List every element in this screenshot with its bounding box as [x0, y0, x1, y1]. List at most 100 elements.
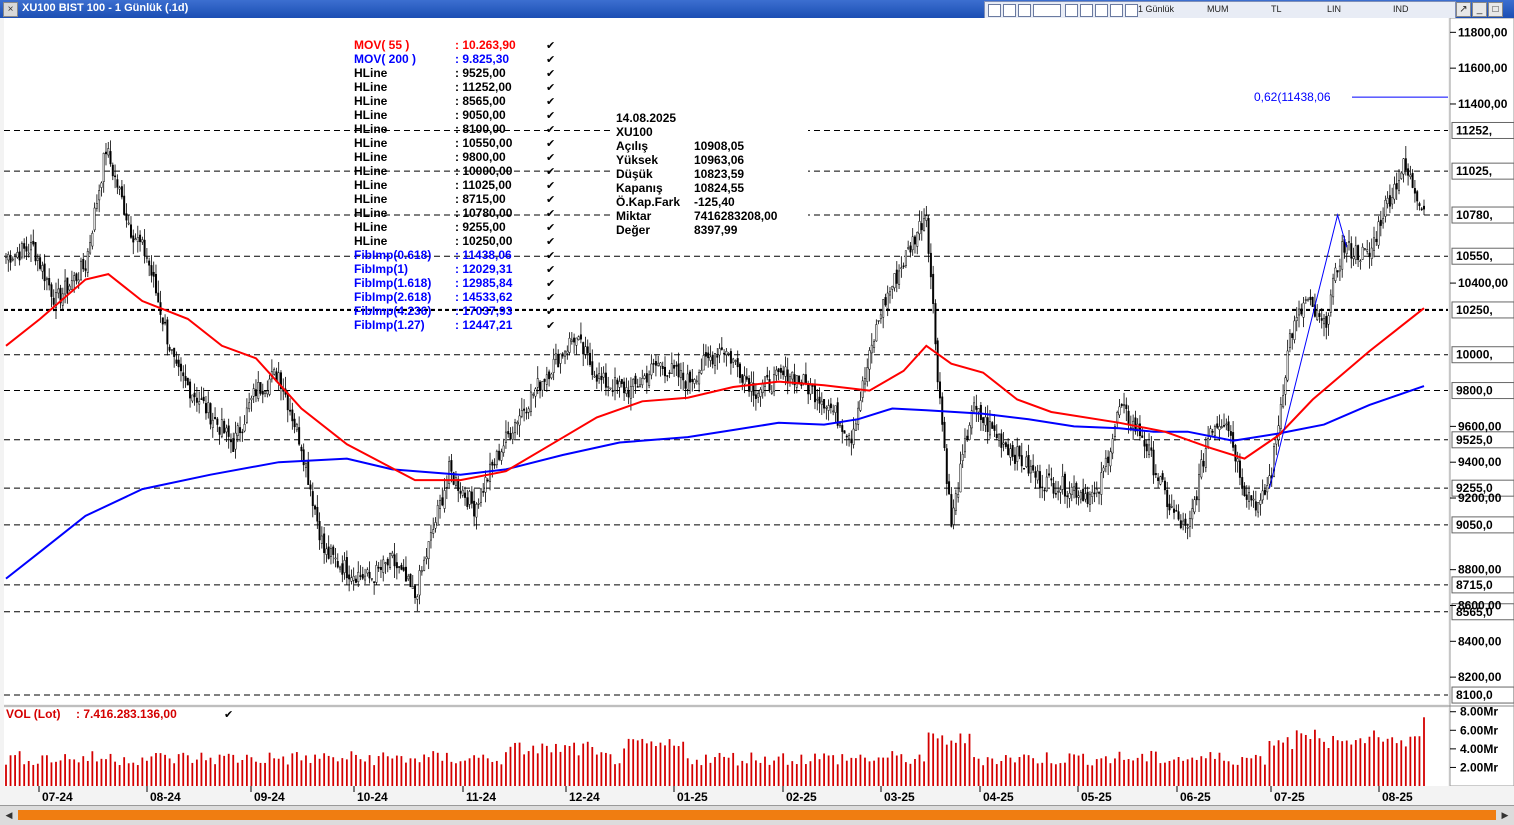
candle-body — [784, 366, 787, 377]
candle-body — [1200, 459, 1203, 478]
volume-bar — [91, 751, 94, 786]
volume-bar — [268, 752, 271, 786]
volume-bar — [1164, 762, 1166, 786]
volume-bar — [1373, 730, 1375, 786]
volume-bar — [1154, 751, 1157, 786]
chart-area[interactable]: 11252, 11025, 10780, 10550, 10250, 10000, 9800… — [0, 18, 1514, 824]
chart-type-selector[interactable]: MUM — [1207, 4, 1229, 14]
candle-body — [689, 371, 691, 383]
candle-body — [929, 252, 932, 278]
period-selector[interactable]: 1 Günlük — [1138, 4, 1175, 14]
volume-bar — [900, 754, 903, 786]
candle-body — [73, 275, 76, 282]
price-tick-label: 8200,00 — [1458, 670, 1502, 684]
scroll-right-icon[interactable]: ▶ — [1501, 810, 1509, 820]
candle-body — [739, 363, 741, 378]
candle-body — [950, 494, 953, 527]
scroll-left-icon[interactable]: ◀ — [5, 810, 13, 820]
candle-body — [127, 222, 130, 225]
candle-body — [500, 451, 503, 461]
candle-body — [1077, 495, 1080, 498]
horizontal-scrollbar[interactable]: ◀ ▶ — [0, 805, 1514, 825]
candle-body — [264, 391, 267, 394]
candle-body — [336, 561, 339, 568]
volume-bar — [777, 756, 780, 786]
candle-body — [1345, 245, 1348, 255]
candle-body — [1354, 245, 1357, 260]
volume-bar — [127, 763, 130, 786]
candle-body — [16, 252, 19, 258]
candle-body — [39, 257, 42, 269]
candle-body — [1263, 489, 1266, 495]
candle-body — [843, 430, 846, 434]
volume-bar — [1409, 736, 1412, 786]
candle-body — [898, 270, 901, 285]
volume-bar — [1236, 764, 1239, 786]
fill-icon[interactable] — [1110, 4, 1123, 17]
volume-bar — [727, 757, 730, 786]
indicator-selector[interactable]: IND — [1393, 4, 1409, 14]
calendar-icon[interactable] — [988, 4, 1001, 17]
candle-body — [1118, 406, 1121, 416]
candle-body — [1229, 431, 1232, 436]
candle-body — [1311, 297, 1314, 307]
volume-bar — [245, 754, 248, 786]
candle-body — [877, 320, 880, 322]
candle-body — [182, 372, 185, 377]
zoom-out-icon[interactable] — [1080, 4, 1093, 17]
pencil-icon[interactable] — [1095, 4, 1108, 17]
info-label: Ö.Kap.Fark — [616, 194, 680, 209]
volume-bar — [495, 760, 498, 786]
mov200-line — [5, 385, 1425, 580]
candle-body — [1366, 249, 1369, 252]
candle-body — [1368, 252, 1371, 258]
close-icon[interactable]: × — [3, 2, 18, 17]
candle-body — [704, 352, 707, 357]
candle-body — [948, 481, 951, 495]
candle-body — [525, 411, 528, 414]
minimize-icon[interactable]: _ — [1472, 2, 1487, 17]
candle-body — [457, 478, 460, 491]
candle-body — [91, 232, 94, 247]
volume-bar — [927, 732, 930, 786]
candle-body — [489, 463, 492, 482]
price-chart[interactable]: 11252, 11025, 10780, 10550, 10250, 10000, 9800… — [0, 18, 1514, 805]
volume-bar — [1227, 761, 1230, 786]
volume-bar — [1277, 740, 1280, 786]
volume-bar — [418, 762, 421, 786]
candle-body — [418, 570, 421, 596]
pin-icon[interactable]: ↗ — [1456, 2, 1471, 17]
candle-body — [384, 562, 387, 564]
print-icon[interactable] — [1125, 4, 1138, 17]
hline-label-box — [1451, 121, 1514, 139]
volume-bar — [932, 733, 935, 786]
candle-body — [293, 418, 296, 428]
candle-body — [707, 352, 710, 359]
hline-label: 9525,0 — [1456, 433, 1493, 447]
grid-icon[interactable] — [1003, 4, 1016, 17]
candle-body — [1193, 499, 1196, 513]
volume-bar — [1423, 717, 1425, 786]
refresh-icon[interactable] — [1018, 4, 1031, 17]
template-icon[interactable] — [1033, 4, 1061, 17]
hline-label: 8565,0 — [1456, 605, 1493, 619]
candle-body — [654, 361, 657, 366]
candle-body — [50, 284, 53, 297]
scale-selector[interactable]: LIN — [1327, 4, 1342, 14]
candle-body — [450, 460, 453, 472]
scroll-thumb[interactable] — [18, 810, 1496, 820]
date-axis: 07-24 08-24 09-24 10-24 11-24 12-24 01-25 02-25… — [38, 786, 1413, 804]
volume-bar — [32, 764, 35, 786]
candle-body — [686, 373, 689, 390]
volume-bar — [895, 755, 898, 786]
hlines-layer: 11252, 11025, 10780, 10550, 10250, 10000, 9800… — [4, 121, 1514, 704]
zoom-in-icon[interactable] — [1065, 4, 1078, 17]
candle-body — [484, 477, 487, 493]
candle-body — [838, 423, 841, 427]
volume-bar — [286, 764, 289, 786]
candle-body — [1286, 350, 1289, 381]
currency-selector[interactable]: TL — [1271, 4, 1282, 14]
candle-body — [448, 461, 451, 484]
candle-body — [332, 546, 335, 555]
maximize-icon[interactable]: □ — [1488, 2, 1503, 17]
